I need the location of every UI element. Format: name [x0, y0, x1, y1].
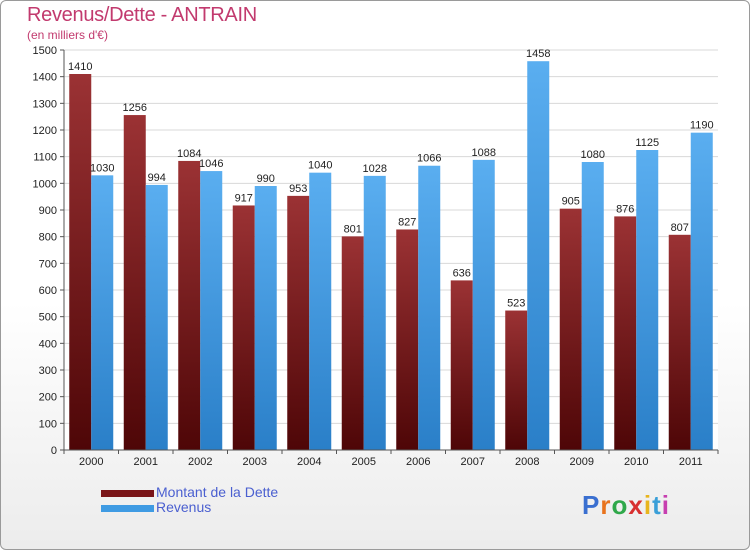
bar-dette-2002	[178, 160, 201, 450]
logo-letter: r	[600, 490, 612, 520]
x-tick-label: 2008	[515, 456, 539, 468]
bar-revenus-2005	[363, 175, 386, 450]
bar-dette-2010	[614, 216, 637, 450]
bar-revenus-2003	[254, 186, 277, 450]
bar-dette-2005	[341, 236, 364, 450]
y-tick-label: 1500	[33, 45, 57, 57]
logo-letter: t	[652, 490, 662, 520]
data-label-dette-2011: 807	[671, 222, 689, 234]
legend-label-debt: Montant de la Dette	[156, 484, 279, 500]
y-tick-label: 200	[39, 392, 57, 404]
proxiti-logo: Proxiti	[582, 490, 670, 521]
logo-letter: x	[628, 490, 644, 520]
x-tick-label: 2005	[352, 456, 376, 468]
legend-label-revenus: Revenus	[156, 499, 212, 515]
data-label-dette-2001: 1256	[123, 102, 147, 114]
bar-dette-2003	[232, 205, 255, 450]
chart-subtitle: (en milliers d'€)	[27, 28, 108, 42]
y-tick-label: 300	[39, 365, 57, 377]
y-tick-label: 1000	[33, 178, 57, 190]
bar-dette-2001	[123, 115, 146, 451]
logo-letter: P	[582, 490, 601, 520]
data-label-dette-2003: 917	[235, 192, 253, 204]
data-label-revenus-2004: 1040	[308, 160, 332, 172]
data-label-dette-2007: 636	[453, 267, 471, 279]
y-tick-label: 1200	[33, 125, 57, 137]
logo-letter: i	[643, 490, 653, 520]
legend-swatch-debt	[101, 490, 154, 497]
data-label-dette-2000: 1410	[68, 61, 92, 73]
data-label-revenus-2008: 1458	[526, 48, 550, 60]
data-label-dette-2006: 827	[398, 216, 416, 228]
bar-revenus-2010	[636, 150, 659, 450]
x-tick-label: 2002	[188, 456, 212, 468]
x-tick-label: 2004	[297, 456, 321, 468]
x-tick-label: 2007	[461, 456, 485, 468]
plot-area	[64, 50, 718, 450]
bar-revenus-2007	[472, 159, 495, 450]
bar-revenus-2006	[418, 165, 441, 450]
y-tick-label: 1300	[33, 98, 57, 110]
data-label-revenus-2009: 1080	[581, 149, 605, 161]
data-label-revenus-2006: 1066	[417, 153, 441, 165]
data-label-dette-2002: 1084	[177, 148, 201, 160]
x-tick-label: 2011	[679, 456, 703, 468]
y-tick-label: 1100	[33, 152, 57, 164]
data-label-revenus-2011: 1190	[690, 120, 714, 132]
bar-revenus-2000	[91, 175, 114, 451]
data-label-dette-2009: 905	[562, 196, 580, 208]
x-tick-label: 2006	[406, 456, 430, 468]
logo-letter: i	[661, 490, 670, 520]
x-tick-label: 2003	[243, 456, 267, 468]
data-label-revenus-2002: 1046	[199, 158, 223, 170]
bar-revenus-2001	[145, 184, 168, 450]
data-label-revenus-2005: 1028	[363, 163, 387, 175]
y-tick-label: 0	[51, 445, 57, 457]
bar-revenus-2009	[581, 162, 604, 450]
data-label-revenus-2000: 1030	[90, 162, 114, 174]
data-label-dette-2004: 953	[289, 183, 307, 195]
bar-dette-2008	[505, 310, 528, 450]
bar-dette-2000	[69, 74, 92, 450]
data-label-revenus-2010: 1125	[635, 137, 659, 149]
data-label-revenus-2001: 994	[148, 172, 166, 184]
data-label-revenus-2007: 1088	[472, 147, 496, 159]
bar-dette-2011	[668, 234, 691, 450]
y-tick-label: 800	[39, 232, 57, 244]
data-label-revenus-2003: 990	[257, 173, 275, 185]
bar-revenus-2002	[200, 171, 223, 451]
y-tick-label: 400	[39, 338, 57, 350]
y-tick-label: 600	[39, 285, 57, 297]
bar-dette-2007	[450, 280, 473, 450]
y-tick-label: 500	[39, 312, 57, 324]
bar-dette-2006	[396, 229, 419, 450]
bar-dette-2009	[559, 208, 582, 450]
y-tick-label: 1400	[33, 72, 57, 84]
legend-swatch-revenus	[101, 505, 154, 512]
y-tick-label: 700	[39, 258, 57, 270]
data-label-dette-2008: 523	[507, 298, 525, 310]
data-label-dette-2005: 801	[344, 223, 362, 235]
data-label-dette-2010: 876	[616, 203, 634, 215]
chart-title: Revenus/Dette - ANTRAIN	[27, 4, 257, 26]
x-tick-label: 2009	[570, 456, 594, 468]
bar-revenus-2004	[309, 172, 332, 450]
logo-letter: o	[611, 490, 629, 520]
y-tick-label: 900	[39, 205, 57, 217]
bar-revenus-2011	[690, 132, 713, 450]
bar-revenus-2008	[527, 61, 550, 450]
x-tick-label: 2000	[79, 456, 103, 468]
x-tick-label: 2001	[134, 456, 158, 468]
y-tick-label: 100	[39, 418, 57, 430]
bar-dette-2004	[287, 195, 310, 450]
x-tick-label: 2010	[624, 456, 648, 468]
